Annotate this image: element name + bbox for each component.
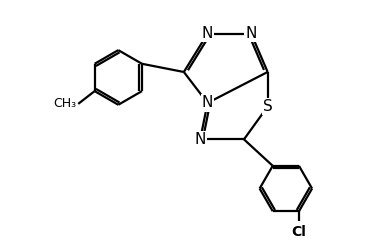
Text: Cl: Cl [291,225,306,239]
Text: N: N [246,26,257,41]
Text: N: N [202,95,213,110]
Text: CH₃: CH₃ [53,97,76,110]
Text: N: N [202,26,213,41]
Text: N: N [195,132,206,147]
Text: S: S [263,99,273,114]
